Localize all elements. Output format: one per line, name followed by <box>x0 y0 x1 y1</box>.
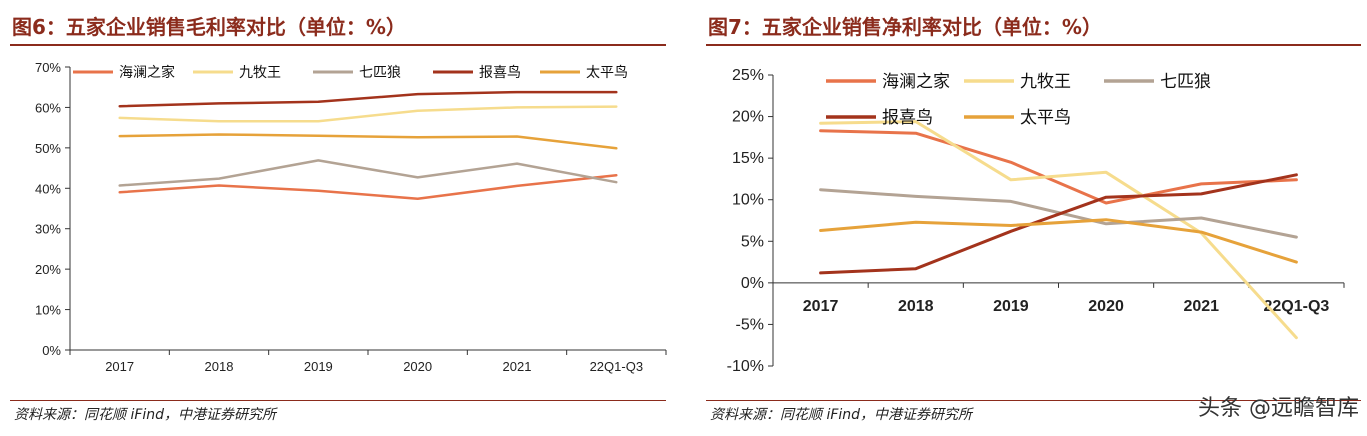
x-tick-label: 2017 <box>105 359 134 374</box>
series-line-2 <box>819 188 1298 239</box>
x-tick-label: 22Q1-Q3 <box>1264 298 1330 315</box>
series-line-1 <box>118 105 618 123</box>
series-line-4 <box>819 218 1298 264</box>
y-tick-label: 70% <box>35 60 61 75</box>
source-note-left: 资料来源：同花顺 iFind，中港证券研究所 <box>14 407 277 423</box>
title-rule <box>706 44 1361 46</box>
legend-label-3: 报喜鸟 <box>479 64 521 80</box>
legend-label-1: 九牧王 <box>239 64 281 80</box>
series-line-4 <box>118 133 618 150</box>
legend-label-3: 报喜鸟 <box>882 108 933 127</box>
legend-label-1: 九牧王 <box>1020 72 1071 91</box>
gross-margin-chart: 0% 10% 20% 30% 40% 50% 60% 70% 2017 2018 2019 2020 2… <box>35 60 667 374</box>
x-tick-label: 2021 <box>1183 298 1219 315</box>
y-tick-label: 50% <box>35 141 61 156</box>
legend-label-2: 七匹狼 <box>359 64 401 80</box>
source-rule <box>10 400 666 401</box>
series-line-1 <box>819 120 1298 340</box>
source-note-right: 资料来源：同花顺 iFind，中港证券研究所 <box>710 407 973 423</box>
x-tick-label: 2020 <box>403 359 432 374</box>
series-line-3 <box>118 90 618 108</box>
y-tick-label: 20% <box>35 262 61 277</box>
y-tick-label: 0% <box>42 343 61 358</box>
chart-title-gross-margin: 图6：五家企业销售毛利率对比（单位：%） <box>12 15 406 39</box>
watermark: 头条 @远瞻智库 <box>1198 396 1359 421</box>
y-tick-label: 15% <box>732 150 764 167</box>
chart-title-net-margin: 图7：五家企业销售净利率对比（单位：%） <box>708 15 1102 39</box>
y-tick-label: 25% <box>732 67 764 84</box>
series-line-0 <box>819 129 1298 205</box>
gross-margin-panel: 图6：五家企业销售毛利率对比（单位：%） 0% 10% 20% 30% 40% 50% 60… <box>0 0 672 436</box>
x-tick-label: 2019 <box>993 298 1029 315</box>
legend-label-2: 七匹狼 <box>1160 72 1211 91</box>
net-margin-chart: -10% -5% 0% 5% 10% 15% 20% 25% 2017 2018 2019 2020 2… <box>727 67 1345 375</box>
series-line-0 <box>118 174 618 201</box>
net-margin-panel: 图7：五家企业销售净利率对比（单位：%） -10% -5% 0% 5% 10% 15% 20… <box>696 0 1367 436</box>
source-rule <box>706 400 1361 401</box>
legend-label-4: 太平鸟 <box>1020 108 1071 127</box>
title-rule <box>10 44 666 46</box>
x-tick-label: 22Q1-Q3 <box>590 359 643 374</box>
y-tick-label: 30% <box>35 222 61 237</box>
y-tick-label: 5% <box>741 233 764 250</box>
y-tick-label: 60% <box>35 100 61 115</box>
x-tick-label: 2019 <box>304 359 333 374</box>
x-tick-label: 2020 <box>1088 298 1124 315</box>
x-tick-label: 2021 <box>503 359 532 374</box>
y-tick-label: -5% <box>736 316 764 333</box>
y-tick-label: -10% <box>727 358 764 375</box>
series-line-2 <box>118 159 618 187</box>
y-tick-label: 10% <box>35 303 61 318</box>
x-tick-label: 2018 <box>898 298 934 315</box>
y-tick-label: 10% <box>732 192 764 209</box>
legend-label-4: 太平鸟 <box>586 64 628 80</box>
x-tick-label: 2017 <box>803 298 839 315</box>
legend-label-0: 海澜之家 <box>119 64 175 80</box>
y-tick-label: 20% <box>732 109 764 126</box>
legend-label-0: 海澜之家 <box>882 72 950 91</box>
y-tick-label: 40% <box>35 181 61 196</box>
series-line-3 <box>819 173 1298 275</box>
x-tick-label: 2018 <box>205 359 234 374</box>
y-tick-label: 0% <box>741 275 764 292</box>
